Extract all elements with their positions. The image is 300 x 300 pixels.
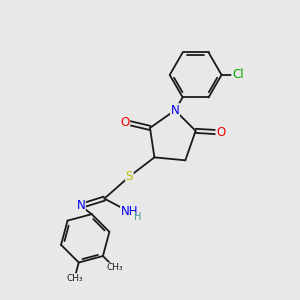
Text: O: O — [216, 126, 225, 139]
Text: H: H — [134, 212, 141, 222]
Text: N: N — [171, 104, 179, 117]
Text: O: O — [120, 116, 130, 128]
Text: Cl: Cl — [232, 68, 244, 81]
Text: NH: NH — [121, 205, 138, 218]
Text: CH₃: CH₃ — [106, 263, 123, 272]
Text: S: S — [126, 170, 133, 183]
Text: N: N — [76, 200, 85, 212]
Text: CH₃: CH₃ — [66, 274, 83, 283]
